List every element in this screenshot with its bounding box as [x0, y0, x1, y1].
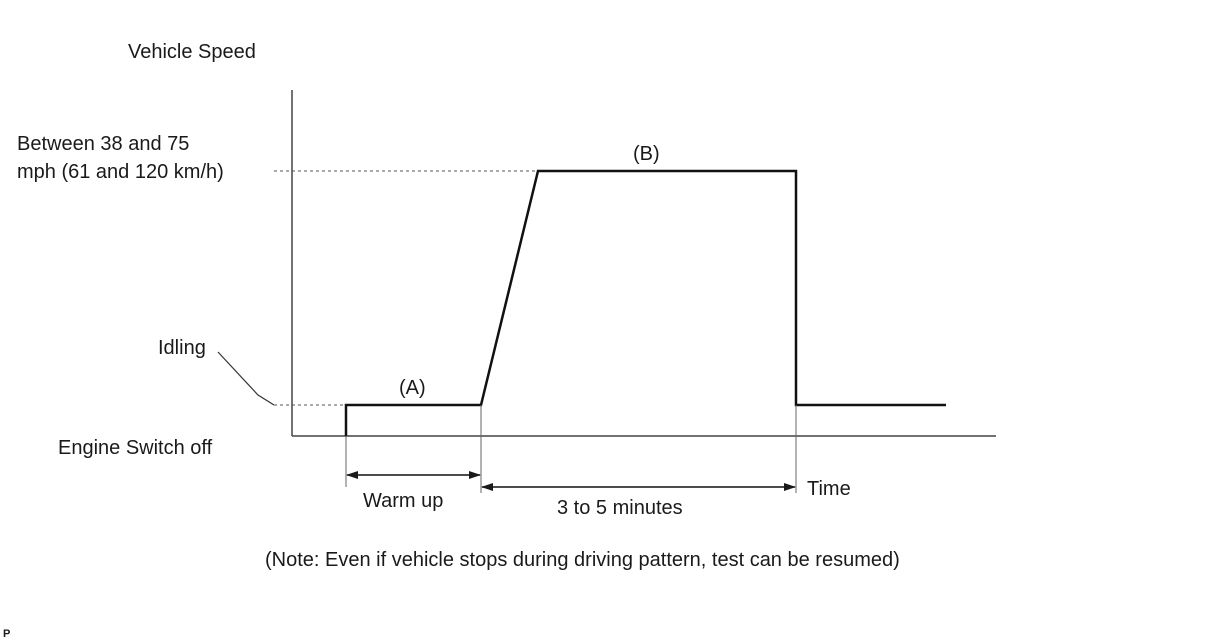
phase-a-label: (A): [399, 377, 426, 399]
idling-leader-line: [217, 351, 275, 406]
idling-label: Idling: [158, 337, 206, 359]
speed-level-label-line2: mph (61 and 120 km/h): [17, 161, 224, 183]
corner-mark: P: [3, 628, 10, 640]
speed-profile-line: [344, 169, 946, 436]
y-axis-label: Vehicle Speed: [128, 41, 256, 63]
engine-off-label: Engine Switch off: [58, 437, 213, 459]
phase-b-label: (B): [633, 143, 660, 165]
duration-label: 3 to 5 minutes: [557, 497, 683, 519]
note-text: (Note: Even if vehicle stops during driv…: [265, 549, 900, 571]
speed-level-label-line1: Between 38 and 75: [17, 133, 189, 155]
warm-up-label: Warm up: [363, 490, 443, 512]
x-axis-label: Time: [807, 478, 851, 500]
